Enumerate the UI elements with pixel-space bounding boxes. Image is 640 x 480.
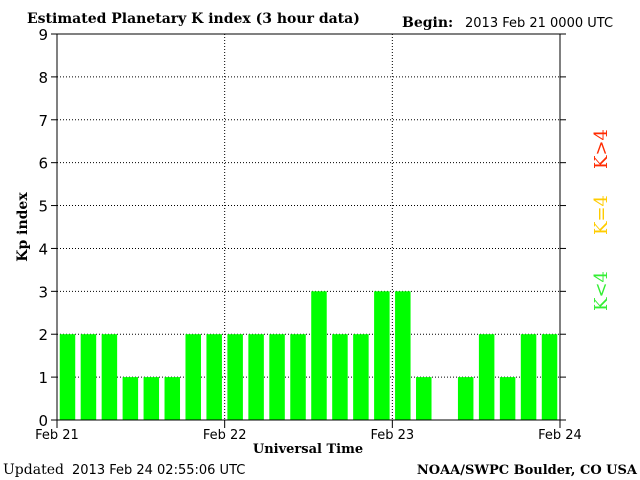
kp-bar xyxy=(332,334,348,420)
chart-title: Estimated Planetary K index (3 hour data… xyxy=(27,11,360,27)
kp-bar xyxy=(416,377,432,420)
x-tick-label: Feb 22 xyxy=(203,428,247,443)
kp-bar xyxy=(478,334,495,420)
y-tick-label: 1 xyxy=(38,369,48,387)
kp-bar xyxy=(499,377,516,420)
bars xyxy=(59,291,558,420)
legend-k-eq-4: K=4 xyxy=(591,195,612,235)
kp-bar xyxy=(164,377,181,420)
x-axis-label: Universal Time xyxy=(253,442,363,457)
kp-bar xyxy=(143,377,160,420)
x-axis: Feb 21 Feb 22 Feb 23 Feb 24 xyxy=(35,420,582,443)
kp-bar xyxy=(185,334,201,420)
kp-bar xyxy=(80,334,97,420)
y-tick-label: 3 xyxy=(38,283,48,301)
x-tick-label: Feb 23 xyxy=(370,428,414,443)
x-tick-label: Feb 21 xyxy=(35,428,79,443)
plot-frame xyxy=(56,33,561,421)
y-tick-label: 5 xyxy=(38,198,48,216)
y-tick-label: 6 xyxy=(38,155,48,173)
legend-k-lt-4: K<4 xyxy=(591,271,612,311)
grid-lines xyxy=(57,34,560,420)
begin-label: Begin: xyxy=(402,15,453,31)
kp-bar xyxy=(122,377,139,420)
y-tick-label: 9 xyxy=(38,26,48,44)
begin-value: 2013 Feb 21 0000 UTC xyxy=(465,16,613,31)
updated-value: 2013 Feb 24 02:55:06 UTC xyxy=(72,463,245,478)
kp-bar xyxy=(290,334,306,420)
y-tick-label: 4 xyxy=(38,240,48,258)
kp-bar xyxy=(457,377,474,420)
kp-bar xyxy=(101,334,118,420)
updated-label: Updated xyxy=(3,462,64,478)
data-source: NOAA/SWPC Boulder, CO USA xyxy=(417,463,638,478)
kp-bar xyxy=(395,291,411,420)
kp-bar xyxy=(248,334,264,420)
kp-bar xyxy=(269,334,285,420)
kp-bar xyxy=(353,334,369,420)
kp-bar xyxy=(520,334,537,420)
kp-bar xyxy=(59,334,76,420)
legend-k-gt-4: K>4 xyxy=(591,129,612,169)
kp-bar xyxy=(374,291,390,420)
kp-bar xyxy=(541,334,558,420)
y-tick-label: 2 xyxy=(38,326,48,344)
kp-bar xyxy=(311,291,327,420)
y-axis-label: Kp index xyxy=(15,192,31,262)
y-axis: 0 1 2 3 4 5 6 7 8 9 xyxy=(38,26,566,430)
x-tick-label: Feb 24 xyxy=(538,428,582,443)
kp-bar xyxy=(227,334,243,420)
y-tick-label: 8 xyxy=(38,69,48,87)
y-tick-label: 7 xyxy=(38,112,48,130)
kp-bar xyxy=(206,334,222,420)
y-tick-label: 0 xyxy=(38,412,48,430)
